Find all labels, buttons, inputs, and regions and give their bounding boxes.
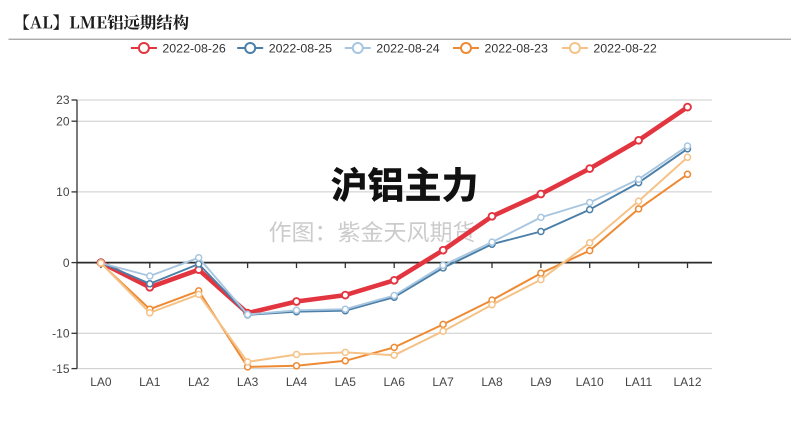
svg-text:LA10: LA10 [576, 375, 604, 389]
svg-text:LA1: LA1 [139, 375, 161, 389]
svg-text:LA3: LA3 [237, 375, 259, 389]
svg-text:LA4: LA4 [286, 375, 308, 389]
svg-text:LA0: LA0 [90, 375, 112, 389]
svg-text:LA7: LA7 [432, 375, 454, 389]
svg-text:LA12: LA12 [673, 375, 701, 389]
svg-text:0: 0 [63, 256, 70, 270]
svg-text:LA6: LA6 [384, 375, 406, 389]
svg-text:10: 10 [56, 185, 70, 199]
svg-text:2022-08-25: 2022-08-25 [269, 41, 332, 55]
svg-text:LA11: LA11 [625, 375, 652, 389]
svg-text:2022-08-26: 2022-08-26 [162, 41, 225, 55]
svg-text:23: 23 [56, 93, 70, 107]
svg-text:LA9: LA9 [530, 375, 552, 389]
svg-text:2022-08-24: 2022-08-24 [376, 41, 439, 55]
svg-text:2022-08-23: 2022-08-23 [485, 41, 548, 55]
svg-text:LA8: LA8 [481, 375, 503, 389]
svg-text:-15: -15 [52, 362, 70, 376]
svg-text:2022-08-22: 2022-08-22 [593, 41, 656, 55]
svg-text:-10: -10 [52, 327, 70, 341]
svg-text:LA5: LA5 [335, 375, 357, 389]
svg-text:LA2: LA2 [188, 375, 210, 389]
svg-text:20: 20 [56, 114, 70, 128]
